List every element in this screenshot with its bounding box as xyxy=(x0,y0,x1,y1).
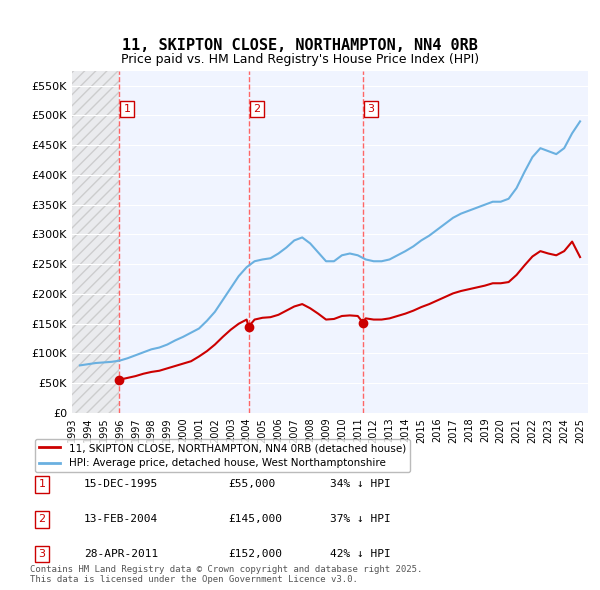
Text: Price paid vs. HM Land Registry's House Price Index (HPI): Price paid vs. HM Land Registry's House … xyxy=(121,53,479,66)
Text: Contains HM Land Registry data © Crown copyright and database right 2025.
This d: Contains HM Land Registry data © Crown c… xyxy=(30,565,422,584)
Text: 34% ↓ HPI: 34% ↓ HPI xyxy=(330,479,391,489)
Text: 3: 3 xyxy=(38,549,46,559)
Text: £152,000: £152,000 xyxy=(228,549,282,559)
Text: 28-APR-2011: 28-APR-2011 xyxy=(84,549,158,559)
Bar xyxy=(72,71,119,413)
Text: £55,000: £55,000 xyxy=(228,479,275,489)
Text: 1: 1 xyxy=(38,479,46,489)
Text: 15-DEC-1995: 15-DEC-1995 xyxy=(84,479,158,489)
Text: 1: 1 xyxy=(124,104,131,114)
Text: 3: 3 xyxy=(368,104,374,114)
Legend: 11, SKIPTON CLOSE, NORTHAMPTON, NN4 0RB (detached house), HPI: Average price, de: 11, SKIPTON CLOSE, NORTHAMPTON, NN4 0RB … xyxy=(35,439,410,473)
Text: 11, SKIPTON CLOSE, NORTHAMPTON, NN4 0RB: 11, SKIPTON CLOSE, NORTHAMPTON, NN4 0RB xyxy=(122,38,478,53)
Text: 13-FEB-2004: 13-FEB-2004 xyxy=(84,514,158,524)
Text: £145,000: £145,000 xyxy=(228,514,282,524)
Text: 2: 2 xyxy=(38,514,46,524)
Text: 42% ↓ HPI: 42% ↓ HPI xyxy=(330,549,391,559)
Text: 2: 2 xyxy=(253,104,260,114)
Text: 37% ↓ HPI: 37% ↓ HPI xyxy=(330,514,391,524)
